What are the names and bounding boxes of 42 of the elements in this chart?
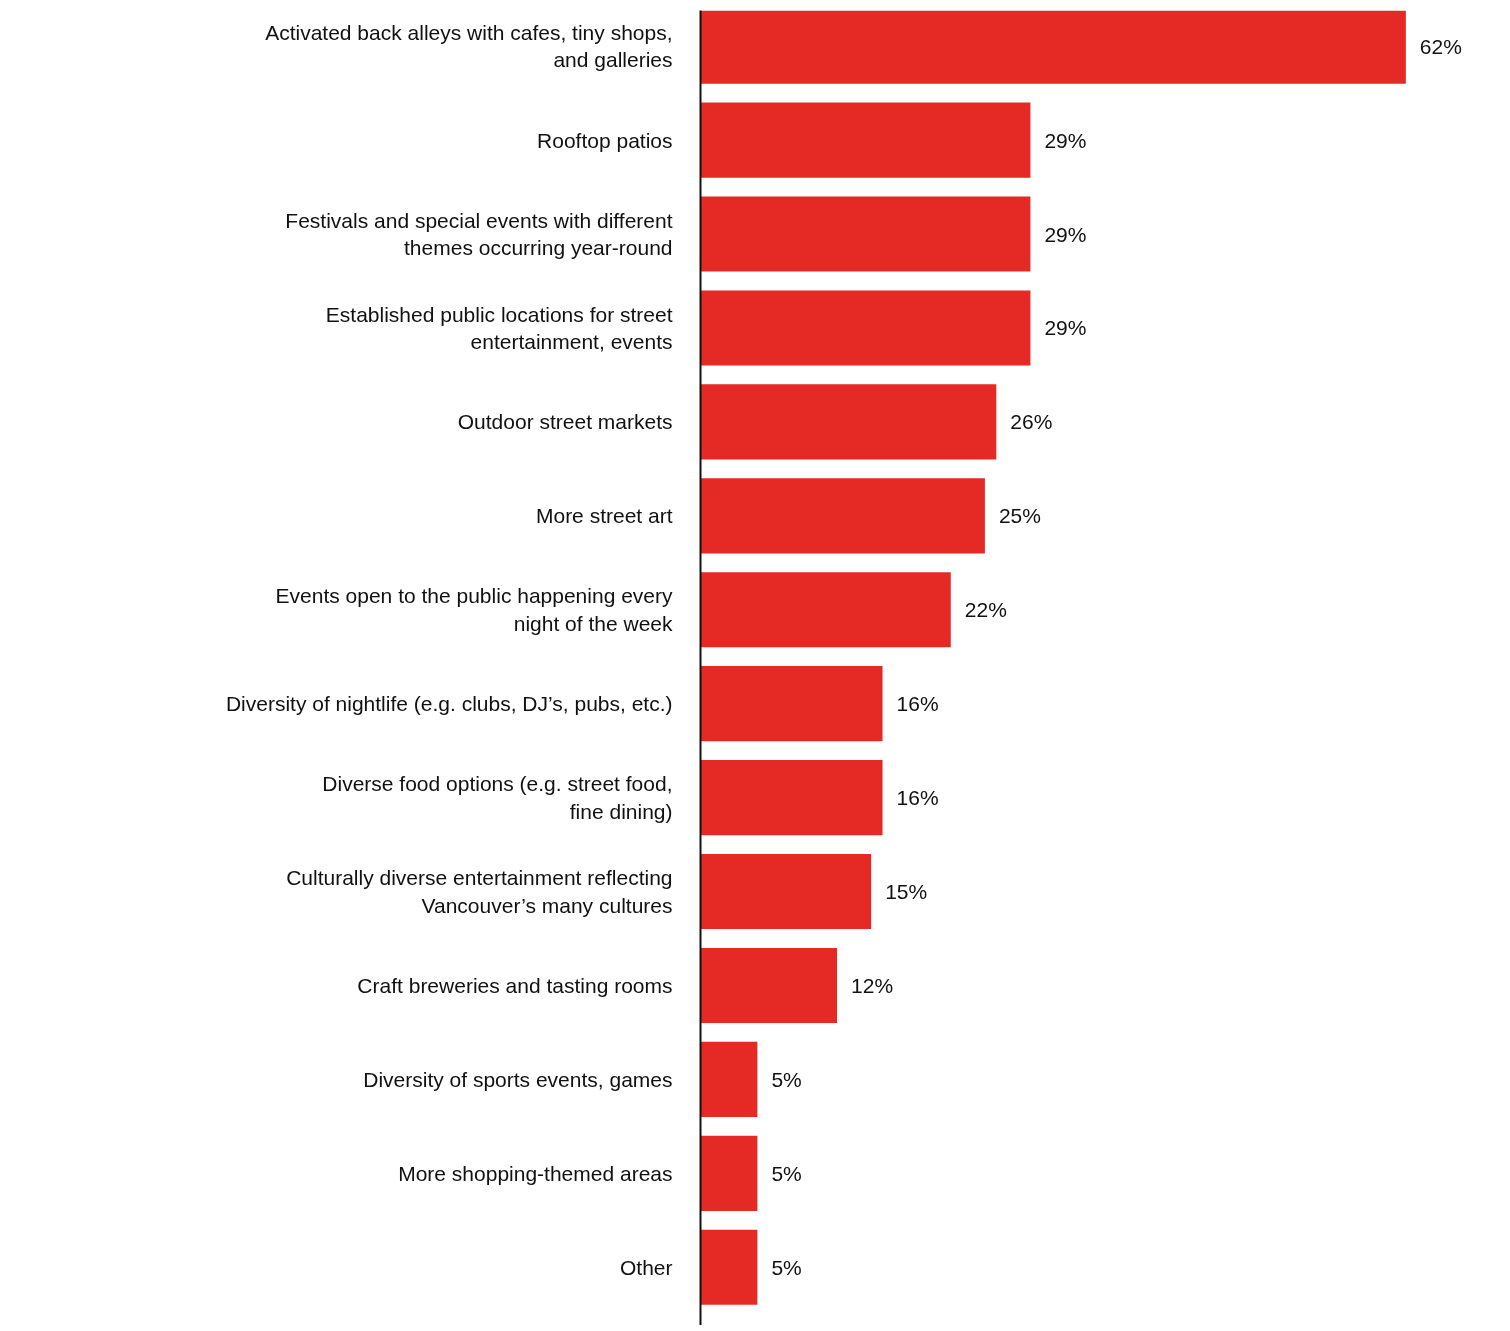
y-tick-label: More shopping-themed areas [398,1161,673,1185]
data-label: 29% [1044,316,1087,340]
bar [700,102,1031,178]
y-tick-label: Diversity of sports events, games [363,1067,673,1091]
bar [700,1229,758,1305]
data-label: 5% [771,1067,802,1091]
bar [700,666,883,742]
y-tick-label: Rooftop patios [537,128,673,152]
y-tick-label: Diversity of nightlife (e.g. clubs, DJ’s, pubs, etc.) [225,692,673,716]
data-label: 22% [964,598,1007,622]
y-tick-label: More street art [535,504,673,528]
data-label: 29% [1044,222,1087,246]
y-tick-label: Craft breweries and tasting rooms [357,973,673,997]
y-tick-label: Festivals and special events with different themes occurring year-round [285,208,673,260]
bar [700,478,985,554]
y-tick-label: Outdoor street markets [457,410,673,434]
bar [700,10,1406,84]
y-tick-label: Established public locations for street entertainment, events [325,302,673,354]
data-label: 26% [1010,410,1053,434]
bar [700,384,997,460]
bar [700,760,883,836]
data-label: 15% [885,880,928,904]
data-label: 29% [1044,128,1087,152]
data-label: 25% [998,504,1041,528]
data-label: 16% [896,786,939,810]
bar [700,853,872,930]
y-tick-label: Events open to the public happening every night of the week [275,584,673,636]
data-label: 12% [851,973,894,997]
bar [700,196,1031,272]
bar [700,1135,758,1211]
y-tick-label: Activated back alleys with cafes, tiny shops, and galleries [265,20,673,72]
bar [700,290,1031,366]
data-label: 62% [1419,34,1462,58]
y-tick-label: Other [619,1255,673,1279]
y-tick-label: Diverse food options (e.g. street food, fine dining) [322,772,673,823]
data-label: 5% [771,1161,802,1185]
bar [700,1041,758,1117]
bar [700,947,838,1024]
data-label: 5% [771,1255,802,1279]
bar [700,572,951,648]
y-tick-label: Culturally diverse entertainment reflecting Vancouver’s many cultures [286,866,673,917]
data-label: 16% [896,692,939,716]
